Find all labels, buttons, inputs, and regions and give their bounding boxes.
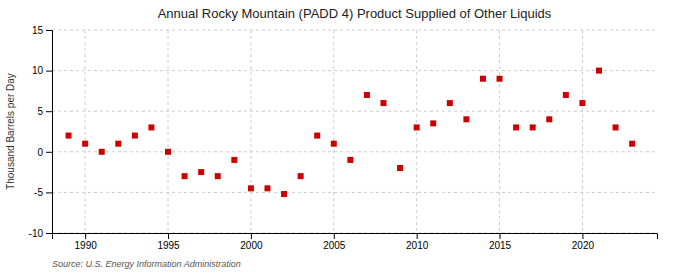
grid-line-x [250,30,251,233]
point [115,141,121,147]
axis-line [53,234,658,240]
tick: 1995 [157,233,180,251]
tick-mark [46,233,52,234]
tick-label: 2010 [406,240,429,251]
source: Source: U.S. Energy Information Administ… [52,259,241,269]
chart: 1990 1995 2000 2005 2010 2015 2020 -10 -5 0 5 10 15 A… [0,0,675,275]
point [165,149,171,155]
point [596,68,602,74]
point [82,141,88,147]
point [264,185,270,191]
tick-mark [334,233,335,239]
grid-line-y [52,111,657,112]
tick-label: 15 [32,25,44,36]
point [381,100,387,106]
tick-label: 1995 [157,240,180,251]
point [364,92,370,98]
point [463,116,469,122]
grid-line-x [85,30,86,233]
point [629,141,635,147]
tick-mark [251,233,252,239]
point [198,169,204,175]
point [182,173,188,179]
tick-label: 0 [37,147,43,158]
tick-mark [46,152,52,153]
tick: 2010 [406,233,429,251]
tick: 15 [32,25,52,36]
tick-label: 10 [32,65,44,76]
point [314,133,320,139]
tick: 2020 [572,233,595,251]
grid-line-x [416,30,417,233]
point [132,133,138,139]
tick-mark [168,233,169,239]
tick: 2005 [323,233,346,251]
x-axis: 1990 1995 2000 2005 2010 2015 2020 [53,233,658,251]
tick-label: 5 [37,106,43,117]
y-axis-label: Thousand Barrels per Day [5,73,16,190]
point [298,173,304,179]
grid-line-y [52,192,657,193]
point [331,141,337,147]
tick-label: 1990 [75,240,98,251]
y-axis: -10 -5 0 5 10 15 [29,25,53,239]
tick-label: 2000 [240,240,263,251]
grid-line-x [333,30,334,233]
point [66,133,72,139]
grid-line-x [499,30,500,233]
tick-label: 2005 [323,240,346,251]
tick: 5 [37,106,52,117]
point [563,92,569,98]
point [99,149,105,155]
grid-line-y [52,70,657,71]
point [513,124,519,130]
tick-mark [46,111,52,112]
tick-label: -10 [29,228,44,239]
tick-mark [85,233,86,239]
point [530,124,536,130]
tick-mark [46,192,52,193]
tick: 10 [32,65,52,76]
tick-label: 2020 [572,240,595,251]
point [430,120,436,126]
tick-mark [46,30,52,31]
point [281,191,287,197]
plot: 1990 1995 2000 2005 2010 2015 2020 -10 -5 0 5 10 15 [29,25,658,251]
tick: 0 [37,147,52,158]
points [66,68,636,197]
tick-mark [582,233,583,239]
axis-line [46,31,53,234]
point [497,76,503,82]
point [215,173,221,179]
tick: -10 [29,228,52,239]
grid-line-y [52,30,657,31]
point [613,124,619,130]
point [148,124,154,130]
grid-line-x [582,30,583,233]
grid-line-x [168,30,169,233]
tick: 1990 [75,233,98,251]
tick: -5 [34,187,52,198]
point [414,124,420,130]
point [579,100,585,106]
tick: 2015 [489,233,512,251]
point [248,185,254,191]
tick-label: -5 [34,187,43,198]
tick: 2000 [240,233,263,251]
point [546,116,552,122]
title: Annual Rocky Mountain (PADD 4) Product S… [158,6,552,21]
point [480,76,486,82]
point [347,157,353,163]
tick-mark [417,233,418,239]
grid-line-y [52,151,657,152]
tick-label: 2015 [489,240,512,251]
tick-mark [46,71,52,72]
point [231,157,237,163]
grid [52,30,657,233]
point [397,165,403,171]
tick-mark [500,233,501,239]
point [447,100,453,106]
